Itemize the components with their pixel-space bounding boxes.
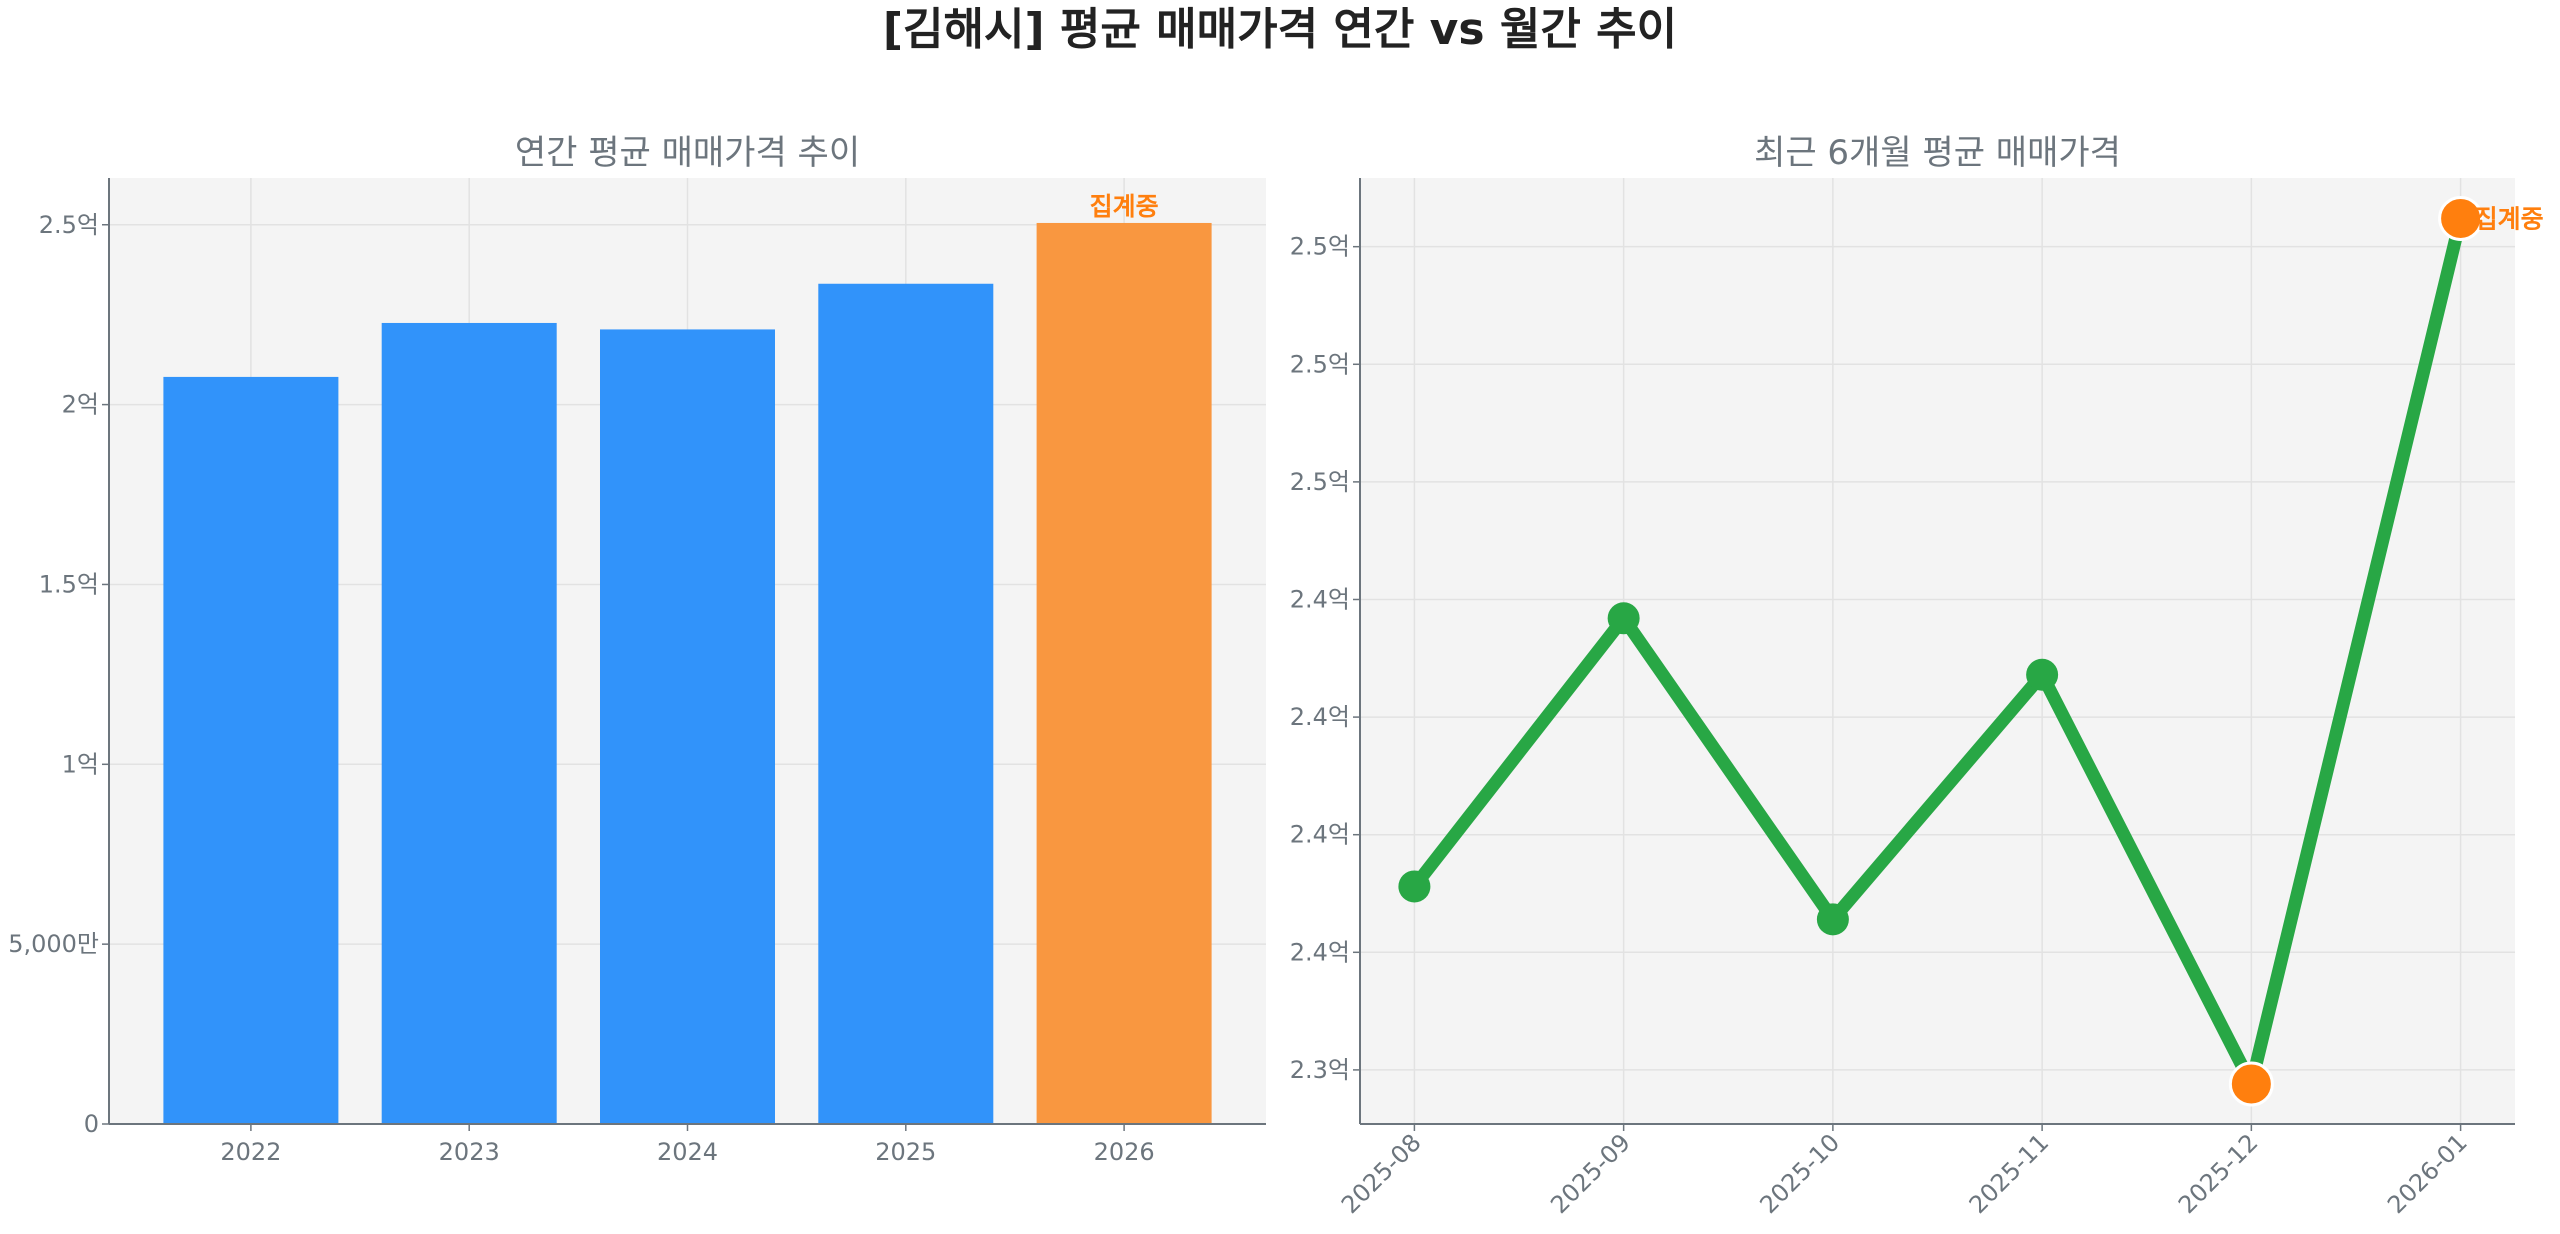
x-tick-label: 2025-10 [1754,1128,1845,1219]
y-tick-label: 2.4억 [1290,703,1350,731]
y-tick-label: 2.5억 [1290,233,1350,261]
y-tick-label: 5,000만 [8,930,99,958]
x-tick-label: 2025-09 [1545,1128,1636,1219]
bar-2022 [163,376,339,1125]
y-tick-label: 1억 [62,750,99,778]
data-point-2025-10 [1816,903,1849,936]
y-tick-label: 2.3억 [1290,1056,1350,1084]
monthly-line-chart: 최근 6개월 평균 매매가격 2.3억 2.4억 2.4억 2.4억 2.4억 2.5억 2.… [1290,133,2544,1219]
y-tick-label: 2.4억 [1290,585,1350,613]
data-point-2025-11 [2026,658,2059,691]
partial-annotation: 집계중 [1090,192,1159,221]
y-tick-label: 2.5억 [39,211,99,239]
figure-title: [김해시] 평균 매매가격 연간 vs 월간 추이 [883,4,1677,55]
x-tick-label: 2026-01 [2382,1128,2473,1219]
data-point-2025-08 [1398,870,1431,903]
y-tick-label: 1.5억 [39,570,99,598]
y-tick-label: 2.4억 [1290,821,1350,849]
x-tick-label: 2025-08 [1336,1128,1427,1219]
data-point-2026-01 [2438,195,2484,241]
x-tick-label: 2026 [1094,1138,1155,1166]
y-tick-label: 2.5억 [1290,468,1350,496]
x-tick-label: 2022 [220,1138,281,1166]
series-line [1409,216,2467,1091]
partial-annotation: 집계중 [2475,204,2544,233]
data-point-2025-09 [1607,602,1640,635]
bar-2026 [1036,222,1212,1124]
data-point-2025-12 [2228,1061,2274,1107]
annual-bar-chart: 연간 평균 매매가격 추이 0 5,000만 1억 1.5억 2억 2.5억 2022 2023… [8,133,1266,1166]
plot-background [1360,178,2515,1124]
x-tick-label: 2025-11 [1964,1128,2055,1219]
y-tick-label: 2.4억 [1290,938,1350,966]
y-tick-label: 0 [84,1110,99,1138]
chart-title: 연간 평균 매매가격 추이 [515,133,860,173]
bar-2025 [818,283,994,1124]
bar-2024 [600,329,775,1124]
x-tick-label: 2024 [657,1138,718,1166]
chart-title: 최근 6개월 평균 매매가격 [1754,133,2121,173]
x-tick-label: 2025 [875,1138,936,1166]
x-tick-label: 2023 [439,1138,500,1166]
bar-2023 [381,322,557,1125]
y-tick-label: 2억 [62,391,99,419]
y-tick-label: 2.5억 [1290,350,1350,378]
x-tick-label: 2025-12 [2173,1128,2264,1219]
